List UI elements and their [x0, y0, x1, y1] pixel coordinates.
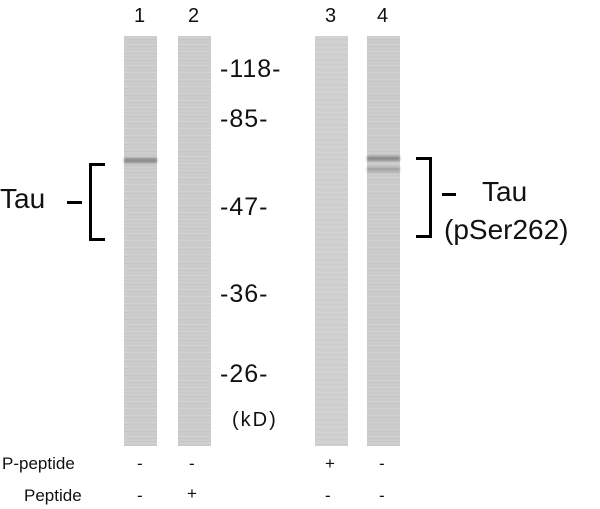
- right-bracket: [429, 157, 432, 238]
- lane2-p-peptide: -: [189, 454, 195, 473]
- right-phospho-label: (pSer262): [444, 214, 569, 245]
- marker-47: -47-: [220, 193, 269, 221]
- blot-lane-1: [124, 36, 157, 446]
- lane2-peptide: +: [187, 484, 197, 503]
- tau-band-upper: [367, 156, 400, 161]
- peptide-row-label: Peptide: [24, 486, 82, 505]
- marker-26: -26-: [220, 360, 269, 388]
- marker-36: -36-: [220, 280, 269, 308]
- right-bracket-bottom: [416, 235, 432, 238]
- lane3-peptide: -: [325, 486, 331, 505]
- right-tau-label: Tau: [482, 176, 528, 207]
- lane3-p-peptide: +: [325, 454, 335, 473]
- left-bracket-top: [89, 163, 105, 166]
- blot-lane-2: [178, 36, 211, 446]
- marker-118: -118-: [220, 55, 282, 83]
- left-bracket: [89, 163, 92, 241]
- lane1-peptide: -: [137, 486, 143, 505]
- marker-85: -85-: [220, 105, 269, 133]
- p-peptide-row-label: P-peptide: [2, 454, 75, 473]
- left-dash: [67, 201, 82, 204]
- left-bracket-bottom: [89, 238, 105, 241]
- lane4-p-peptide: -: [379, 454, 385, 473]
- lane-number-1: 1: [134, 5, 146, 27]
- lane4-peptide: -: [379, 486, 385, 505]
- tau-band-lower: [367, 167, 400, 172]
- blot-lane-4: [367, 36, 400, 446]
- lane-number-4: 4: [377, 5, 389, 27]
- blot-lane-3: [315, 36, 348, 446]
- right-bracket-top: [416, 157, 432, 160]
- unit-label: (kD): [232, 409, 278, 431]
- tau-band: [124, 158, 157, 163]
- lane-number-2: 2: [188, 5, 200, 27]
- right-dash: [442, 193, 456, 196]
- left-tau-label: Tau: [0, 183, 46, 214]
- lane1-p-peptide: -: [137, 454, 143, 473]
- lane-number-3: 3: [325, 5, 337, 27]
